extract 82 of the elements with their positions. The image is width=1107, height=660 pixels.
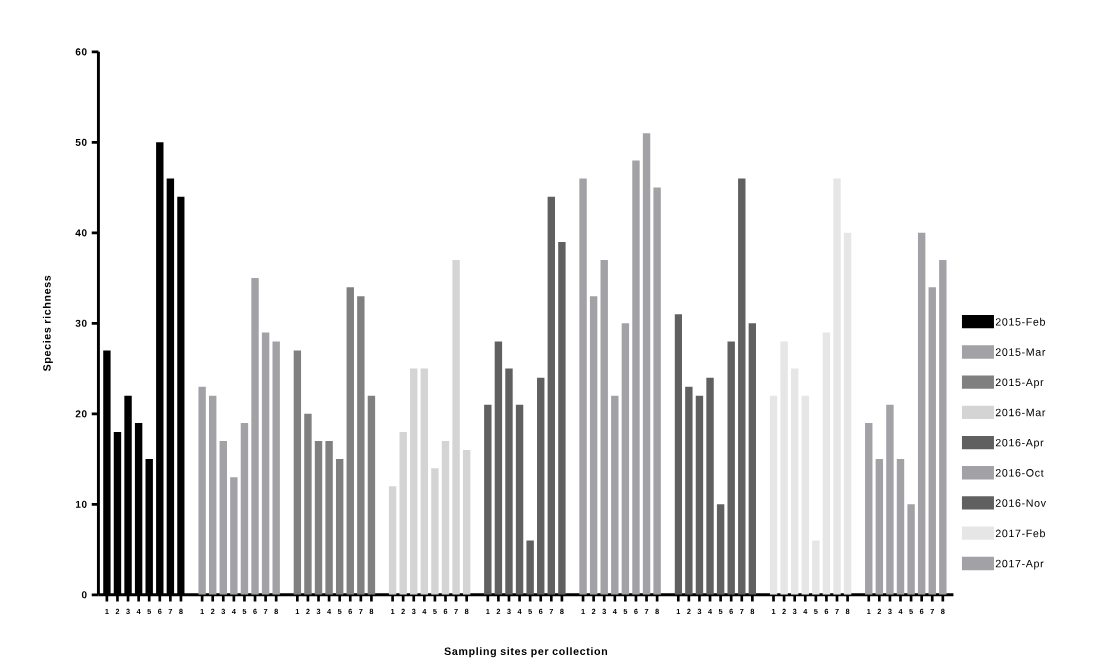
bar [304,413,312,595]
bar [642,133,651,595]
bar [261,332,270,595]
bar [462,450,471,595]
bar [314,440,323,595]
y-axis-title: Species richness [42,275,53,372]
bar [896,459,905,595]
bar [505,368,513,595]
bar [939,259,947,595]
bar [790,368,799,595]
bar [886,404,894,595]
legend-label: 2016-Oct [995,469,1044,477]
bar [685,386,693,595]
bar [547,196,556,595]
legend-label: 2016-Nov [995,499,1046,507]
bar [843,232,852,595]
bar [600,259,608,595]
bar [346,287,354,595]
bar [674,314,682,595]
bar [865,422,873,595]
bar [293,350,302,595]
bar [621,323,630,595]
bar [230,477,238,595]
bar [537,377,545,595]
legend-label: 2016-Apr [995,438,1044,449]
bar [738,178,746,595]
legend-label: 2015-Mar [995,348,1046,356]
bar [410,368,418,595]
bar [558,241,566,595]
bar [452,259,460,595]
bar [769,395,778,595]
bar [272,341,280,595]
bar [875,459,884,595]
legend-label: 2017-Apr [995,559,1044,570]
bar [367,395,376,595]
y-tick-label: 30 [75,319,87,327]
bar [706,377,714,595]
bar [589,296,598,595]
bar [484,404,492,595]
legend-label: 2016-Mar [995,408,1046,417]
y-tick-label: 10 [75,500,87,508]
y-tick-label: 60 [75,48,87,56]
bar [399,431,407,595]
bar [420,368,429,595]
bar [251,278,259,595]
bar [653,187,661,595]
x-axis-title: Sampling sites per collection [444,647,608,658]
bar [928,287,936,595]
bar [611,395,619,595]
bar [801,395,809,595]
legend-label: 2015-Apr [995,378,1044,389]
bar [494,341,503,595]
bar [748,323,757,595]
bar [198,386,206,595]
y-tick-label: 50 [75,138,87,146]
bar [219,440,227,595]
bar [441,440,450,595]
bar [325,440,333,595]
bar [907,504,915,595]
bar [335,459,344,595]
bar [917,232,926,595]
bar [431,468,439,595]
bar [515,404,524,595]
bar [357,296,365,595]
y-tick-label: 40 [75,229,87,237]
bar [632,160,640,595]
bar [727,341,735,595]
bar [240,422,249,595]
bar [833,178,841,595]
bar [780,341,788,595]
y-tick-label: 20 [75,410,87,418]
bar [388,486,397,595]
y-tick-label: 0 [81,591,87,599]
bar [695,395,704,595]
legend-label: 2017-Feb [995,529,1045,538]
legend-label: 2015-Feb [995,317,1045,326]
bar [812,540,820,595]
bar [209,395,217,595]
bar [822,332,831,595]
bar [716,504,725,595]
bar [579,178,587,595]
bar [526,540,534,595]
